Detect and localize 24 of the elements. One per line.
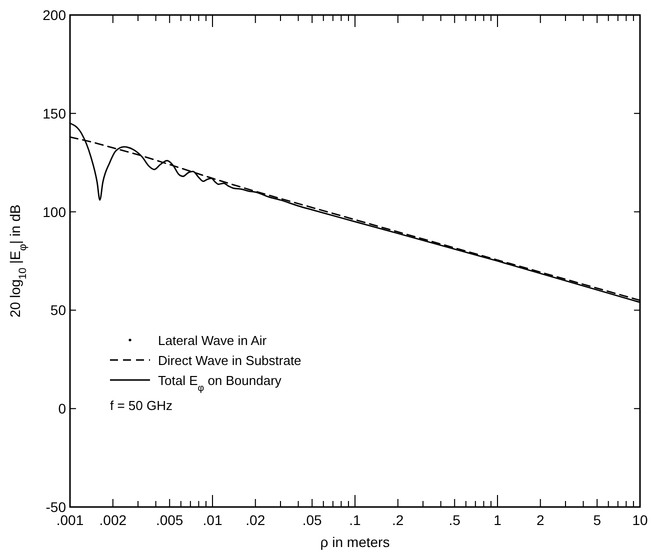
x-tick-label: .1 — [349, 512, 362, 528]
x-tick-label: .5 — [448, 512, 461, 528]
legend-label: Lateral Wave in Air — [158, 333, 268, 348]
x-tick-label: 2 — [536, 512, 544, 528]
x-tick-label: 10 — [632, 512, 648, 528]
x-tick-label: .2 — [392, 512, 404, 528]
y-tick-label: 150 — [42, 105, 66, 122]
x-tick-label: 1 — [494, 512, 502, 528]
legend-label: Direct Wave in Substrate — [158, 353, 302, 368]
x-tick-label: .002 — [99, 512, 127, 528]
y-tick-label: 0 — [58, 400, 66, 417]
x-tick-label: .01 — [202, 512, 222, 528]
y-tick-label: -50 — [46, 499, 66, 515]
x-tick-label: .005 — [156, 512, 184, 528]
y-tick-label: 50 — [50, 302, 66, 318]
x-tick-label: .001 — [56, 512, 84, 528]
annotation: f = 50 GHz — [110, 398, 172, 413]
x-tick-label: .02 — [246, 512, 266, 528]
x-axis-title: ρ in meters — [320, 534, 390, 550]
y-tick-label: 200 — [42, 7, 66, 23]
legend-label: Total E$_{φ}$ on Boundary — [158, 373, 282, 394]
y-tick-label: 100 — [42, 204, 66, 220]
x-tick-label: .05 — [302, 512, 322, 528]
x-tick-label: 5 — [593, 512, 602, 528]
